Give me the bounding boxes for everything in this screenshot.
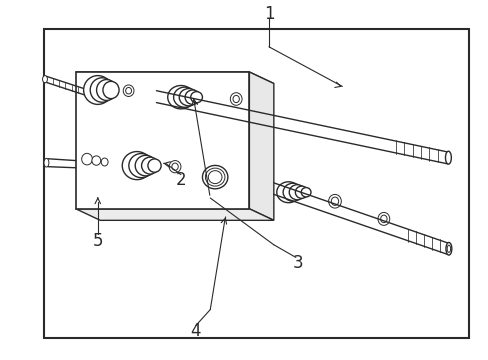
- Ellipse shape: [301, 188, 310, 197]
- Ellipse shape: [445, 151, 450, 164]
- Ellipse shape: [169, 161, 181, 173]
- Ellipse shape: [328, 194, 341, 208]
- Text: 1: 1: [263, 5, 274, 23]
- Ellipse shape: [230, 93, 242, 105]
- Ellipse shape: [202, 166, 227, 189]
- Ellipse shape: [179, 89, 198, 106]
- Text: 2: 2: [175, 171, 186, 189]
- Ellipse shape: [142, 157, 159, 174]
- Ellipse shape: [147, 159, 161, 172]
- Ellipse shape: [102, 81, 119, 99]
- Ellipse shape: [276, 182, 300, 203]
- Ellipse shape: [173, 87, 196, 107]
- Ellipse shape: [96, 80, 117, 100]
- Ellipse shape: [44, 158, 49, 167]
- Text: 5: 5: [92, 232, 103, 250]
- Bar: [44, 29, 468, 338]
- Ellipse shape: [101, 158, 108, 166]
- Ellipse shape: [445, 243, 451, 255]
- Ellipse shape: [283, 183, 302, 201]
- Ellipse shape: [288, 185, 305, 200]
- Ellipse shape: [185, 90, 200, 104]
- Ellipse shape: [122, 152, 151, 180]
- Ellipse shape: [190, 92, 202, 103]
- Ellipse shape: [90, 78, 114, 102]
- Ellipse shape: [377, 212, 389, 225]
- Ellipse shape: [81, 153, 92, 165]
- Text: 3: 3: [292, 254, 303, 272]
- Ellipse shape: [83, 76, 112, 104]
- Text: 4: 4: [190, 322, 201, 340]
- Ellipse shape: [129, 153, 154, 178]
- Ellipse shape: [123, 85, 134, 96]
- Polygon shape: [249, 72, 273, 220]
- Polygon shape: [76, 72, 249, 209]
- Ellipse shape: [167, 86, 194, 109]
- Ellipse shape: [295, 186, 307, 198]
- Polygon shape: [76, 209, 273, 220]
- Polygon shape: [76, 72, 273, 84]
- Ellipse shape: [92, 156, 101, 165]
- Ellipse shape: [135, 156, 156, 176]
- Ellipse shape: [42, 76, 47, 83]
